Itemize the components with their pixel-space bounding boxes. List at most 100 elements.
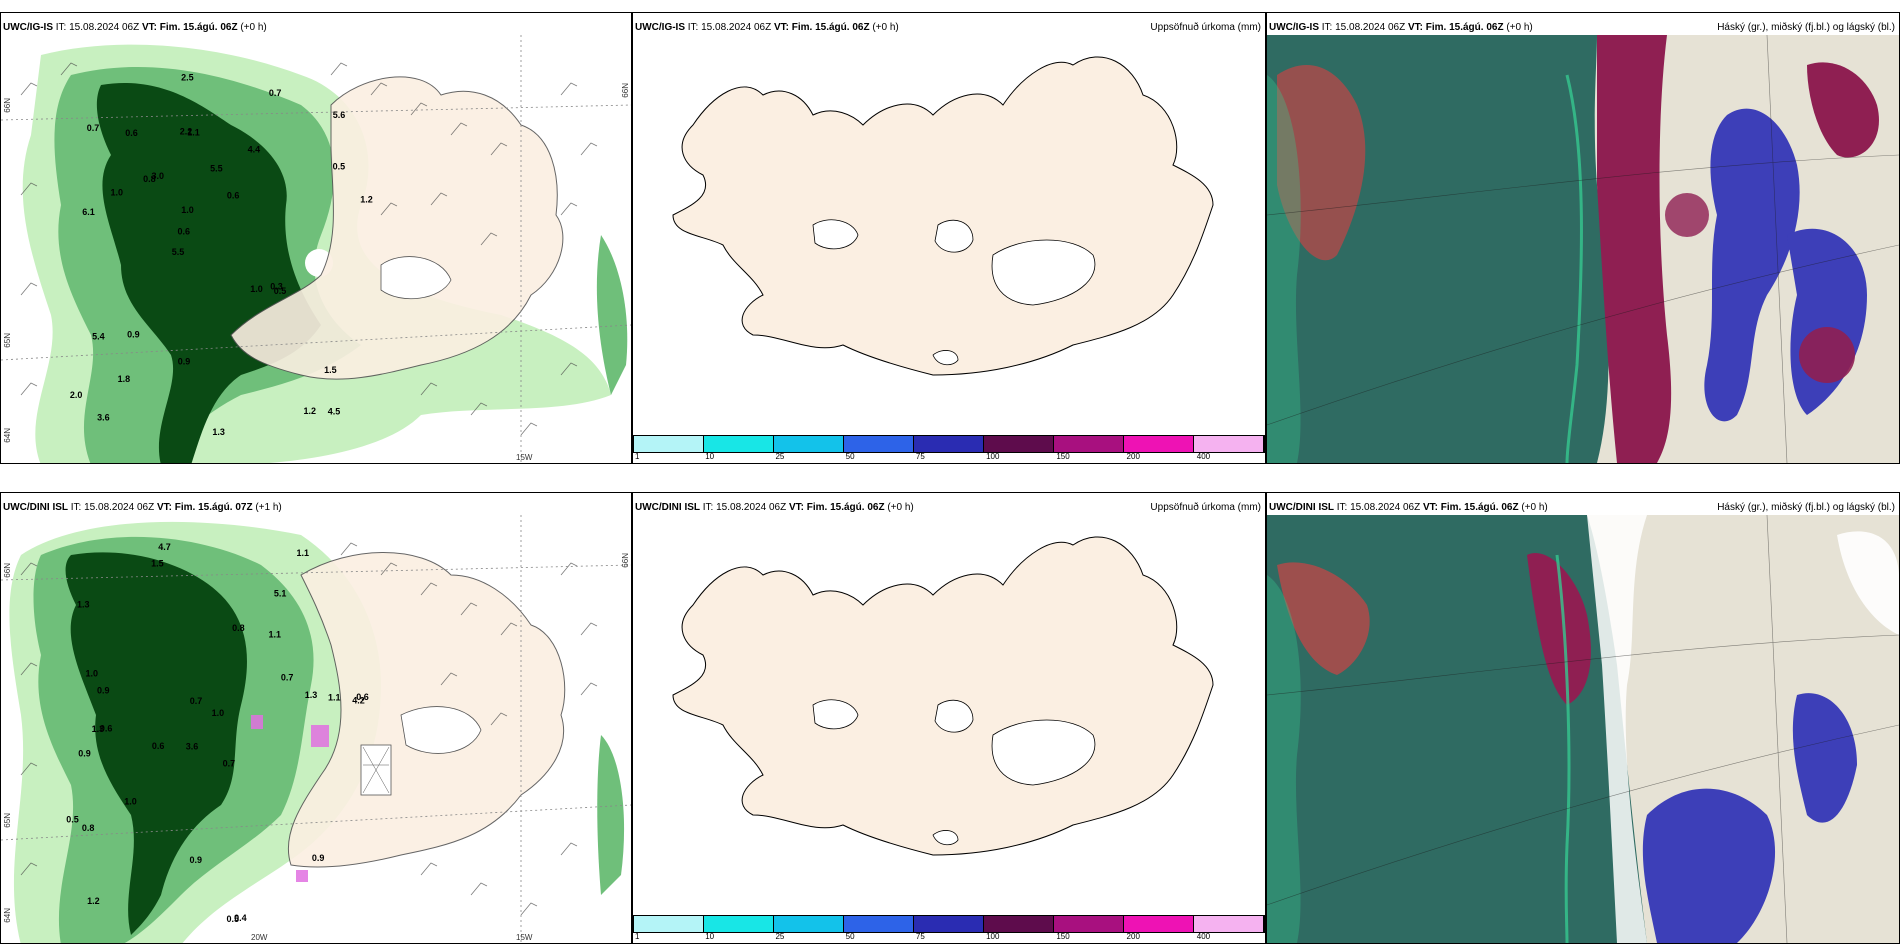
legend-swatch bbox=[1194, 916, 1264, 932]
legend-swatch bbox=[1124, 436, 1194, 452]
precip-legend-ticks: 1 10 25 50 75 100 150 200 400 bbox=[633, 932, 1265, 943]
precip-value-label: 1.0 bbox=[124, 796, 137, 806]
precip-value-label: 0.6 bbox=[356, 692, 369, 702]
legend-swatch bbox=[984, 436, 1054, 452]
precip-value-label: 5.5 bbox=[210, 164, 223, 174]
model-name: UWC/IG-IS bbox=[1269, 22, 1319, 33]
legend-tick-label: 10 bbox=[705, 452, 715, 461]
lead-time: (+0 h) bbox=[1506, 22, 1533, 33]
precip-value-label: 1.1 bbox=[187, 128, 200, 138]
cloud-cover-map bbox=[1267, 515, 1899, 943]
precip-value-label: 0.5 bbox=[66, 814, 79, 824]
precip-value-label: 0.9 bbox=[178, 357, 191, 367]
precip-value-label: 4.2 bbox=[352, 696, 365, 706]
precip-value-label: 1.2 bbox=[87, 896, 100, 906]
panel-header: UWC/DINI ISL IT: 15.08.2024 06Z VT: Fim.… bbox=[3, 502, 282, 514]
precip-value-label: 6.1 bbox=[82, 207, 95, 217]
legend-swatch bbox=[844, 436, 914, 452]
precip-value-label: 1.2 bbox=[304, 406, 317, 416]
legend-tick-label: 50 bbox=[845, 932, 855, 941]
cloud-cover-panel-bottom: UWC/DINI ISL IT: 15.08.2024 06Z VT: Fim.… bbox=[1266, 492, 1900, 944]
precip-value-label: 0.7 bbox=[281, 672, 294, 682]
precip-value-label: 0.9 bbox=[97, 685, 110, 695]
legend-swatch bbox=[774, 436, 844, 452]
panel-title: Uppsöfnuð úrkoma (mm) bbox=[1150, 502, 1261, 513]
precip-color-legend bbox=[633, 435, 1265, 453]
legend-swatch bbox=[634, 436, 704, 452]
valid-time: Fim. 15.ágú. 07Z bbox=[174, 502, 253, 513]
legend-tick-label: 75 bbox=[915, 452, 925, 461]
legend-tick-label: 10 bbox=[705, 932, 715, 941]
wind-precip-map bbox=[1, 515, 631, 943]
precip-value-label: 5.1 bbox=[274, 588, 287, 598]
legend-tick-label: 50 bbox=[845, 452, 855, 461]
legend-tick-label: 100 bbox=[986, 452, 1000, 461]
wind-precip-panel-top: UWC/IG-IS IT: 15.08.2024 06Z VT: Fim. 15… bbox=[0, 12, 632, 464]
legend-tick-label: 400 bbox=[1196, 452, 1211, 461]
precip-value-label: 0.6 bbox=[178, 226, 191, 236]
legend-tick-label: 150 bbox=[1056, 932, 1070, 941]
precip-value-label: 1.1 bbox=[269, 630, 282, 640]
legend-tick-label: 400 bbox=[1196, 932, 1211, 941]
precip-value-label: 1.3 bbox=[212, 427, 225, 437]
precip-value-label: 2.5 bbox=[181, 72, 194, 82]
panel-header: UWC/DINI ISL IT: 15.08.2024 06Z VT: Fim.… bbox=[635, 502, 914, 514]
model-name: UWC/DINI ISL bbox=[3, 502, 68, 513]
valid-time: Fim. 15.ágú. 06Z bbox=[806, 502, 885, 513]
precip-value-label: 0.6 bbox=[125, 128, 138, 138]
precip-value-label: 1.0 bbox=[86, 669, 99, 679]
iceland-map bbox=[672, 56, 1214, 376]
issue-time: IT: 15.08.2024 06Z bbox=[687, 22, 772, 33]
legend-tick-label: 150 bbox=[1056, 452, 1070, 461]
precip-value-label: 5.4 bbox=[92, 332, 105, 342]
lead-time: (+1 h) bbox=[255, 502, 282, 513]
issue-time: IT: 15.08.2024 06Z bbox=[1321, 22, 1406, 33]
legend-swatch bbox=[914, 916, 984, 932]
precip-value-label: 0.9 bbox=[312, 853, 325, 863]
lon-label-15w: 15W bbox=[516, 933, 533, 942]
accumulated-precip-panel-bottom: UWC/DINI ISL IT: 15.08.2024 06Z VT: Fim.… bbox=[632, 492, 1266, 944]
precip-value-labels: 4.75.14.23.60.70.61.31.10.90.81.01.21.50… bbox=[66, 542, 369, 924]
precip-value-label: 1.3 bbox=[92, 724, 105, 734]
precip-value-label: 0.5 bbox=[333, 162, 346, 172]
precip-value-label: 1.3 bbox=[77, 599, 90, 609]
model-name: UWC/DINI ISL bbox=[1269, 502, 1334, 513]
legend-swatch bbox=[774, 916, 844, 932]
valid-time-prefix: VT: bbox=[1407, 22, 1423, 33]
precip-value-label: 1.0 bbox=[212, 708, 225, 718]
legend-swatch bbox=[704, 916, 774, 932]
precip-value-label: 0.5 bbox=[274, 286, 287, 296]
lead-time: (+0 h) bbox=[887, 502, 914, 513]
precip-value-label: 0.7 bbox=[87, 123, 100, 133]
issue-time: IT: 15.08.2024 06Z bbox=[70, 502, 155, 513]
valid-time: Fim. 15.ágú. 06Z bbox=[159, 22, 238, 33]
precip-value-label: 0.9 bbox=[78, 748, 91, 758]
precip-value-label: 1.0 bbox=[111, 188, 124, 198]
valid-time: Fim. 15.ágú. 06Z bbox=[791, 22, 870, 33]
issue-time: IT: 15.08.2024 06Z bbox=[702, 502, 787, 513]
precip-value-label: 3.0 bbox=[152, 171, 165, 181]
valid-time-prefix: VT: bbox=[773, 22, 789, 33]
precip-value-label: 0.3 bbox=[270, 281, 283, 291]
lead-time: (+0 h) bbox=[1521, 502, 1548, 513]
legend-tick-label: 1 bbox=[635, 932, 640, 941]
wind-precip-map bbox=[1, 35, 631, 463]
accumulated-precip-panel-top: UWC/IG-IS IT: 15.08.2024 06Z VT: Fim. 15… bbox=[632, 12, 1266, 464]
precip-value-label: 0.4 bbox=[234, 913, 247, 923]
legend-swatch bbox=[1124, 916, 1194, 932]
precip-value-label: 4.4 bbox=[248, 145, 261, 155]
legend-swatch bbox=[634, 916, 704, 932]
panel-header: UWC/DINI ISL IT: 15.08.2024 06Z VT: Fim.… bbox=[1269, 502, 1548, 514]
precip-value-label: 0.6 bbox=[100, 724, 113, 734]
precip-value-label: 1.3 bbox=[305, 690, 318, 700]
model-name: UWC/IG-IS bbox=[635, 22, 685, 33]
precip-value-label: 0.9 bbox=[127, 329, 140, 339]
legend-swatch bbox=[844, 916, 914, 932]
lead-time: (+0 h) bbox=[240, 22, 267, 33]
precip-value-label: 4.7 bbox=[158, 542, 171, 552]
precip-value-label: 0.7 bbox=[269, 88, 282, 98]
precip-value-label: 0.9 bbox=[190, 855, 203, 865]
precip-value-label: 0.7 bbox=[223, 759, 236, 769]
valid-time-prefix: VT: bbox=[156, 502, 172, 513]
precip-value-label: 5.6 bbox=[333, 110, 346, 120]
